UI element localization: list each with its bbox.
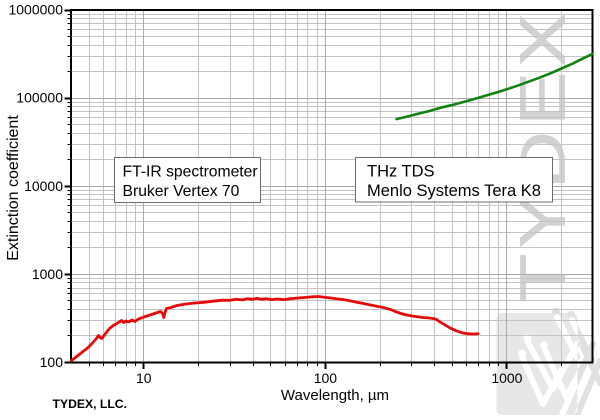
svg-text:100000: 100000 <box>16 90 63 106</box>
svg-text:TYDEX, LLC.: TYDEX, LLC. <box>53 397 127 411</box>
svg-text:10000: 10000 <box>24 178 63 194</box>
svg-text:10: 10 <box>136 370 152 386</box>
svg-text:Menlo Systems Tera K8: Menlo Systems Tera K8 <box>367 182 541 200</box>
svg-text:Bruker Vertex 70: Bruker Vertex 70 <box>123 183 240 200</box>
svg-text:100: 100 <box>40 354 64 370</box>
svg-text:Extinction coefficient: Extinction coefficient <box>5 115 22 261</box>
svg-text:1000: 1000 <box>491 370 522 386</box>
svg-text:Wavelength, µm: Wavelength, µm <box>281 387 389 404</box>
svg-text:100: 100 <box>314 370 338 386</box>
svg-text:FT-IR spectrometer: FT-IR spectrometer <box>123 163 258 180</box>
svg-text:1000: 1000 <box>32 266 63 282</box>
svg-text:1000000: 1000000 <box>8 2 63 18</box>
svg-text:TYDEX: TYDEX <box>507 8 579 303</box>
svg-text:THz TDS: THz TDS <box>367 162 435 180</box>
